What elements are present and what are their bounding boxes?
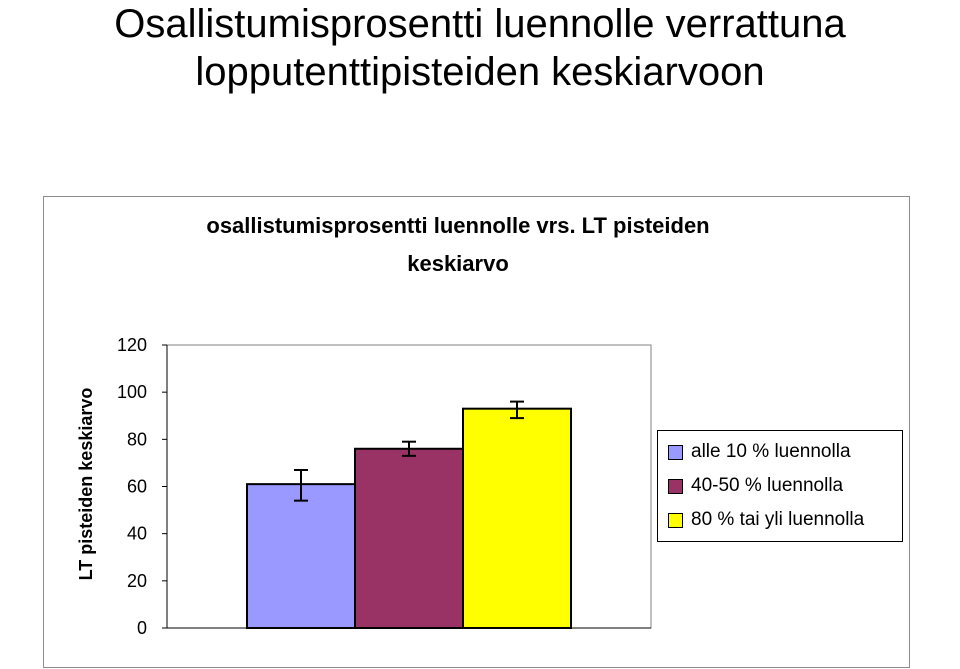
bar-3: [462, 407, 572, 629]
legend: alle 10 % luennolla 40-50 % luennolla 80 %…: [657, 430, 903, 542]
bar-2: [354, 447, 464, 629]
chart-title-line-2: keskiarvo: [407, 251, 509, 276]
y-tick-label: 120: [117, 335, 147, 355]
legend-swatch: [668, 512, 683, 528]
y-axis-label: LT pisteiden keskiarvo: [76, 388, 96, 581]
slide-title-line-1: Osallistumisprosentti luennolle verrattu…: [114, 2, 846, 46]
legend-item: 40-50 % luennolla: [668, 469, 902, 503]
legend-item: alle 10 % luennolla: [668, 435, 902, 469]
y-tick-label: 20: [127, 571, 147, 591]
bar-1: [246, 483, 356, 629]
legend-swatch: [668, 478, 683, 494]
plot-layer: 0 20 40 60 80 100 120: [117, 335, 652, 638]
y-tick-label: 80: [127, 429, 147, 449]
slide-title-line-2: lopputenttipisteiden keskiarvoon: [195, 50, 765, 94]
chart-title-line-1: osallistumisprosentti luennolle vrs. LT …: [206, 213, 709, 238]
y-tick-label: 0: [137, 618, 147, 638]
slide-title: Osallistumisprosentti luennolle verrattu…: [0, 0, 960, 96]
y-tick-label: 60: [127, 477, 147, 497]
legend-label: 80 % tai yli luennolla: [691, 509, 865, 530]
legend-label: alle 10 % luennolla: [691, 441, 851, 462]
legend-label: 40-50 % luennolla: [691, 475, 844, 496]
y-tick-label: 40: [127, 524, 147, 544]
legend-swatch: [668, 444, 683, 460]
legend-item: 80 % tai yli luennolla: [668, 503, 902, 537]
y-tick-label: 100: [117, 382, 147, 402]
